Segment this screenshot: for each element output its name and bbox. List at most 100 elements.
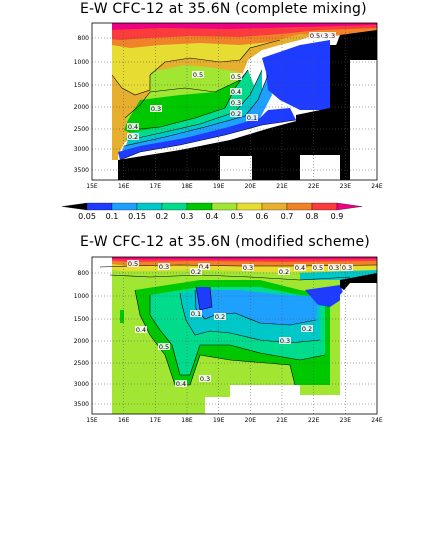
contour-label: 0.3 <box>318 32 328 40</box>
contour-label: 0.2 <box>215 313 225 321</box>
colorbar-tick-label: 0.3 <box>181 212 194 221</box>
contour-label: 0.2 <box>191 268 201 276</box>
contour-label-bg <box>230 73 242 80</box>
bottom-plot-frame <box>91 256 378 415</box>
contour-label-bg <box>246 114 258 121</box>
contour-label: 0.3 <box>200 375 210 383</box>
contour-label: 0.4 <box>295 264 305 272</box>
contour-label-bg <box>190 310 202 317</box>
y-tick-label: 2000 <box>74 104 89 111</box>
contour-label-bg <box>328 264 340 271</box>
contour-label-bg <box>158 263 170 270</box>
x-tick-label: 24E <box>371 417 383 424</box>
bottom-field <box>92 257 377 414</box>
y-tick-label: 1500 <box>74 82 89 89</box>
contour-label-bg <box>192 71 204 78</box>
top-chart-title: E-W CFC-12 at 35.6N (complete mixing) <box>80 1 367 17</box>
colorbar-tick-label: 0.7 <box>281 212 294 221</box>
y-tick-label: 2500 <box>74 126 89 133</box>
contour-label: 0.2 <box>279 268 289 276</box>
x-tick-label: 15E <box>86 417 98 424</box>
colorbar-tick-label: 0.9 <box>331 212 344 221</box>
contour-label: 0.5 <box>313 264 323 272</box>
x-tick-label: 22E <box>308 417 320 424</box>
contour-label-bg <box>175 380 187 387</box>
contour-label: 0.3 <box>159 263 169 271</box>
y-tick-label: 3500 <box>74 167 89 174</box>
colorbar-segment <box>61 202 88 211</box>
bottom-section-chart: 15E 16E 17E 18E 19E 20E 21E 22E 23E 24E 800 1000 15… <box>74 256 383 424</box>
contour-label-bg <box>198 263 210 270</box>
y-tick-label: 800 <box>78 270 90 277</box>
colorbar-segment <box>111 202 138 211</box>
x-tick-label: 23E <box>340 417 352 424</box>
contour-label-bg <box>301 325 313 332</box>
colorbar-segment <box>286 202 313 211</box>
y-tick-label: 800 <box>78 35 90 42</box>
contour-label: 0.1 <box>247 114 257 122</box>
contour-label: 0.4 <box>231 88 241 96</box>
colorbar-segment <box>161 202 188 211</box>
contour-label: 0.2 <box>231 110 241 118</box>
contour-label-bg <box>127 133 139 140</box>
colorbar-tick-label: 0.15 <box>128 212 146 221</box>
contour-label-bg <box>230 88 242 95</box>
x-tick-label: 15E <box>86 183 98 190</box>
colorbar-tick-label: 0.05 <box>78 212 96 221</box>
contour-label-bg <box>230 99 242 106</box>
x-tick-label: 20E <box>245 417 257 424</box>
y-tick-label: 2000 <box>74 338 89 345</box>
contour-label-bg <box>309 32 321 39</box>
bottom-x-ticks: 15E 16E 17E 18E 19E 20E 21E 22E 23E 24E <box>86 417 383 424</box>
x-tick-label: 16E <box>118 417 130 424</box>
contour-label-bg <box>312 264 324 271</box>
colorbar-segment <box>336 202 363 211</box>
x-tick-label: 19E <box>213 183 225 190</box>
contour-label: 0.3 <box>325 32 335 40</box>
contour-label-bg <box>158 343 170 350</box>
x-tick-label: 20E <box>245 183 257 190</box>
colorbar-segment <box>186 202 213 211</box>
y-tick-label: 2500 <box>74 360 89 367</box>
colorbar-segment <box>261 202 288 211</box>
colorbar-tick-label: 0.6 <box>256 212 269 221</box>
colorbar-segment <box>86 202 113 211</box>
colorbar-segment <box>136 202 163 211</box>
colorbar-segment <box>211 202 238 211</box>
contour-label-bg <box>341 264 353 271</box>
x-tick-label: 18E <box>181 417 193 424</box>
colorbar-segment <box>236 202 263 211</box>
top-field <box>92 23 377 180</box>
colorbar-ticks: 0.05 0.1 0.15 0.2 0.3 0.4 0.5 0.6 0.7 0.8 0.9 <box>78 212 343 221</box>
contour-label: 0.5 <box>231 73 241 81</box>
colorbar-tick-label: 0.1 <box>106 212 119 221</box>
y-tick-label: 3000 <box>74 381 89 388</box>
contour-label: 0.1 <box>191 310 201 318</box>
x-tick-label: 23E <box>340 183 352 190</box>
y-tick-label: 3000 <box>74 146 89 153</box>
x-tick-label: 16E <box>118 183 130 190</box>
contour-label-bg <box>127 123 139 130</box>
contour-label: 0.3 <box>243 264 253 272</box>
contour-label-bg <box>279 337 291 344</box>
x-tick-label: 19E <box>213 417 225 424</box>
top-y-ticks: 800 1000 1500 2000 2500 3000 3500 <box>74 35 89 174</box>
x-tick-label: 17E <box>150 417 162 424</box>
contour-label: 0.2 <box>302 325 312 333</box>
top-x-ticks: 15E 16E 17E 18E 19E 20E 21E 22E 23E 24E <box>86 183 383 190</box>
contour-label: 0.5 <box>193 71 203 79</box>
contour-label-bg <box>214 313 226 320</box>
bottom-y-ticks: 800 1000 1500 2000 2500 3000 3500 <box>74 270 89 408</box>
colorbar-tick-label: 0.2 <box>156 212 169 221</box>
contour-label: 0.5 <box>159 343 169 351</box>
contour-label-bg <box>294 264 306 271</box>
contour-label: 0.4 <box>136 326 146 334</box>
x-tick-label: 22E <box>308 183 320 190</box>
x-tick-label: 17E <box>150 183 162 190</box>
contour-label: 0.4 <box>199 263 209 271</box>
contour-label-bg <box>135 326 147 333</box>
colorbar <box>61 202 363 211</box>
y-tick-label: 3500 <box>74 401 89 408</box>
colorbar-tick-label: 0.8 <box>306 212 319 221</box>
contour-label-bg <box>324 32 336 39</box>
